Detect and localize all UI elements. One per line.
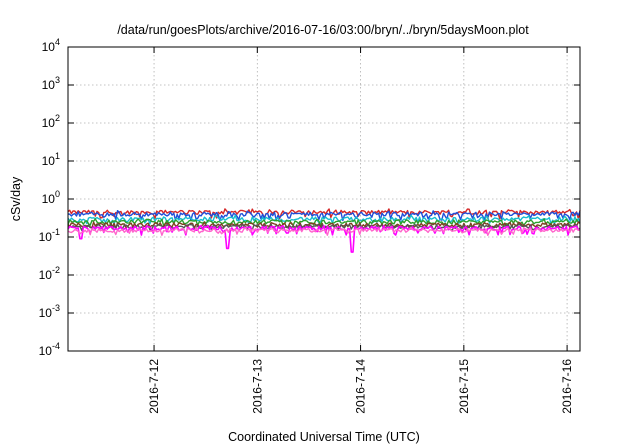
series-line [67, 218, 581, 227]
y-tick-label: 10-2 [39, 265, 60, 282]
series-line [67, 214, 581, 225]
series-layer [67, 208, 581, 253]
y-tick-label: 10-1 [39, 227, 60, 244]
grid-layer [68, 47, 580, 351]
chart-title: /data/run/goesPlots/archive/2016-07-16/0… [117, 23, 529, 37]
y-tick-label: 10-3 [39, 303, 60, 320]
y-axis-title: cSv/day [9, 176, 23, 221]
x-tick-label: 2016-7-16 [560, 359, 574, 414]
x-axis-title: Coordinated Universal Time (UTC) [228, 430, 420, 444]
y-tick-label: 103 [42, 75, 60, 92]
x-axis-labels: 2016-7-12 2016-7-13 2016-7-14 2016-7-15 2016… [147, 359, 574, 414]
y-tick-label: 100 [42, 189, 60, 206]
y-tick-label: 104 [42, 37, 60, 54]
y-axis-labels: 10-4 10-3 10-2 10-1 100 101 102 103 104 [39, 37, 60, 358]
x-tick-label: 2016-7-14 [354, 359, 368, 414]
tick-layer [68, 46, 580, 352]
y-tick-label: 102 [42, 113, 60, 130]
x-tick-label: 2016-7-12 [147, 359, 161, 414]
y-tick-label: 101 [42, 151, 60, 168]
x-tick-label: 2016-7-15 [457, 359, 471, 414]
series-line [67, 226, 581, 237]
x-tick-label: 2016-7-13 [250, 359, 264, 414]
y-tick-label: 10-4 [39, 341, 60, 358]
